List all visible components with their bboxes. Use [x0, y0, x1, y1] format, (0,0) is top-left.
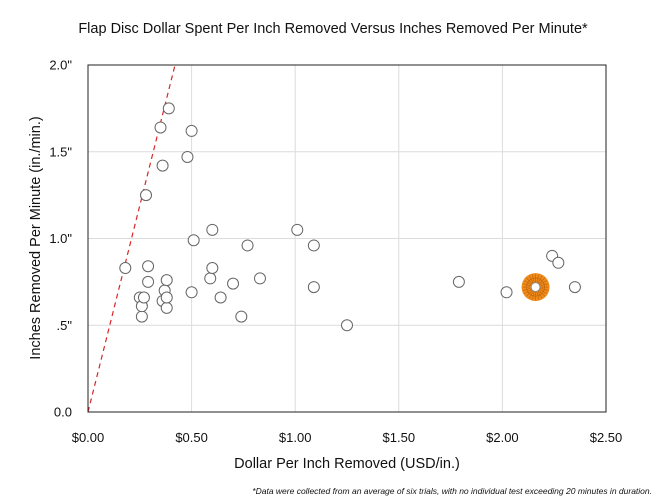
y-tick-label: 1.5" [49, 144, 72, 159]
highlight-ring [526, 277, 545, 297]
grid [87, 64, 607, 413]
scatter-point [137, 291, 150, 304]
x-axis-ticks: $0.00 $0.50 $1.00 $1.50 $2.00 $2.50 [72, 430, 623, 445]
y-tick-label: .5" [57, 318, 73, 333]
scatter-point [552, 256, 565, 269]
x-tick-label: $0.50 [175, 430, 208, 445]
scatter-point [500, 286, 513, 299]
y-tick-label: 1.0" [49, 231, 72, 246]
scatter-point [181, 150, 194, 163]
highlight-marker-layer [521, 273, 550, 302]
footnote: *Data were collected from an average of … [252, 486, 652, 496]
x-axis-label: Dollar Per Inch Removed (USD/in.) [234, 456, 460, 472]
scatter-point [140, 189, 153, 202]
x-tick-label: $2.00 [486, 430, 519, 445]
x-tick-label: $1.00 [279, 430, 312, 445]
scatter-point [235, 310, 248, 323]
y-tick-label: 0.0 [54, 405, 72, 420]
scatter-point [206, 261, 219, 274]
scatter-point [253, 272, 266, 285]
scatter-point [160, 274, 173, 287]
highlight-point [521, 273, 550, 302]
data-points [119, 102, 581, 332]
scatter-point [119, 261, 132, 274]
y-axis-label: Inches Removed Per Minute (in./min.) [28, 116, 44, 359]
scatter-point [204, 272, 217, 285]
scatter-point [154, 121, 167, 134]
scatter-point [135, 310, 148, 323]
scatter-point [227, 277, 240, 290]
chart-title: Flap Disc Dollar Spent Per Inch Removed … [78, 21, 588, 37]
x-tick-label: $0.00 [72, 430, 105, 445]
scatter-point [162, 102, 175, 115]
scatter-point [291, 223, 304, 236]
scatter-point [142, 275, 155, 288]
scatter-point [568, 281, 581, 294]
scatter-point [206, 223, 219, 236]
scatter-point [307, 281, 320, 294]
scatter-point [142, 260, 155, 273]
scatter-point [307, 239, 320, 252]
y-axis-ticks: 0.0 .5" 1.0" 1.5" 2.0" [49, 58, 72, 420]
scatter-point [187, 234, 200, 247]
scatter-point [185, 286, 198, 299]
highlight-center [530, 282, 541, 293]
scatter-point [185, 124, 198, 137]
x-tick-label: $1.50 [383, 430, 416, 445]
scatter-point [214, 291, 227, 304]
scatter-point [156, 159, 169, 172]
scatter-point [341, 319, 353, 332]
scatter-point [241, 239, 254, 252]
scatter-point [160, 291, 173, 304]
scatter-point [160, 301, 173, 314]
plot-frame [87, 64, 607, 413]
scatter-point [452, 275, 465, 288]
x-tick-label: $2.50 [590, 430, 623, 445]
y-tick-label: 2.0" [49, 58, 72, 73]
